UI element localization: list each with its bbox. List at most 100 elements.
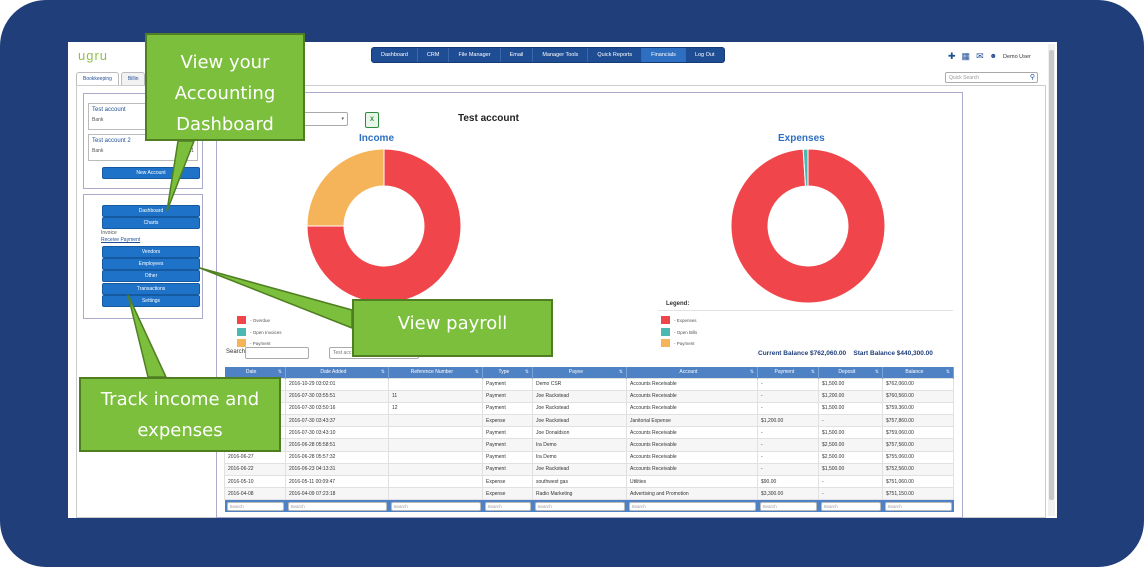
table-cell: $1,500.00 [818, 462, 883, 477]
scrollbar-thumb[interactable] [1049, 50, 1054, 500]
dashboard-button[interactable]: Dashboard [102, 205, 200, 217]
table-row[interactable]: 2016-07-30 03:50:16 12 Payment Joe Rackstea… [224, 401, 954, 416]
account-title: Test account [458, 113, 519, 124]
search-icon[interactable]: ⚲ [1029, 74, 1035, 81]
legend-title: Legend: [666, 301, 690, 307]
calendar-icon[interactable]: ▦ [961, 51, 971, 61]
table-cell: Demo CSR [532, 377, 627, 391]
table-cell: Expense [482, 487, 533, 501]
table-cell: Accounts Receivable [626, 462, 758, 477]
column-header[interactable]: Payee ⇅ [532, 367, 627, 378]
sort-icon[interactable]: ⇅ [945, 369, 950, 376]
column-search-input[interactable]: Search [484, 501, 531, 511]
table-row[interactable]: 2016-05-10 2016-05-11 00:09:47 Expense sout… [224, 474, 954, 489]
app-logo[interactable]: ugru [78, 48, 109, 63]
column-header[interactable]: Reference Number ⇅ [388, 367, 483, 378]
nav-manager-tools[interactable]: Manager Tools [533, 48, 589, 62]
table-row[interactable]: 2016-07-30 03:43:10 Payment Joe Donaldson A… [224, 426, 954, 440]
sort-icon[interactable]: ⇅ [524, 369, 529, 376]
table-row[interactable]: 2016-10-29 03:02:01 Payment Demo CSR Accoun… [224, 377, 954, 391]
table-cell: Expense [482, 414, 533, 428]
column-header[interactable]: Payment ⇅ [757, 367, 819, 378]
column-header[interactable]: Type ⇅ [482, 367, 533, 378]
donut-slice[interactable] [306, 148, 462, 304]
tab-billing[interactable]: Billin [120, 72, 146, 85]
nav-file-manager[interactable]: File Manager [449, 48, 501, 62]
vendors-button[interactable]: Vendors [102, 246, 200, 258]
donut-slice[interactable] [802, 148, 809, 187]
envelope-icon[interactable]: ✉ [976, 51, 984, 61]
nav-dashboard[interactable]: Dashboard [372, 48, 418, 62]
sort-icon[interactable]: ⇅ [874, 369, 879, 376]
new-account-button[interactable]: New Account [102, 167, 200, 179]
nav-quick-reports[interactable]: Quick Reports [588, 48, 643, 62]
column-search-input[interactable]: Search [390, 501, 481, 511]
table-search-input[interactable] [245, 347, 309, 359]
column-search-input[interactable]: Search [534, 501, 625, 511]
donut-slice[interactable] [306, 148, 385, 227]
transactions-button[interactable]: Transactions [102, 283, 200, 295]
column-search-input[interactable]: Search [226, 501, 284, 511]
table-row[interactable]: 2016-06-22 2016-06-23 04:13:31 Payment Joe … [224, 462, 954, 477]
table-cell: $759,360.00 [882, 401, 954, 416]
nav-financials[interactable]: Financials [642, 48, 686, 62]
table-cell: $757,560.00 [882, 438, 954, 452]
table-cell: 2016-07-30 03:55:51 [285, 389, 389, 403]
nav-crm[interactable]: CRM [418, 48, 450, 62]
legend-swatch [661, 316, 670, 324]
income-chart-title: Income [359, 133, 395, 144]
sort-icon[interactable]: ⇅ [380, 369, 385, 376]
tab-bookkeeping[interactable]: Bookkeeping [76, 72, 119, 85]
nav-email[interactable]: Email [501, 48, 534, 62]
legend-swatch [237, 339, 246, 347]
table-cell: Payment [482, 389, 533, 403]
column-header[interactable]: Balance ⇅ [882, 367, 954, 378]
sort-icon[interactable]: ⇅ [474, 369, 479, 376]
legend-item: - Payment [661, 339, 695, 347]
column-search-input[interactable]: Search [820, 501, 881, 511]
employees-button[interactable]: Employees [102, 258, 200, 270]
column-header[interactable]: Deposit ⇅ [818, 367, 883, 378]
settings-button[interactable]: Settings [102, 295, 200, 307]
column-header[interactable]: Date Added ⇅ [285, 367, 389, 378]
account-balance: $1 [188, 148, 194, 154]
column-header[interactable]: Account ⇅ [626, 367, 758, 378]
donut-slice[interactable] [730, 148, 886, 304]
sort-icon[interactable]: ⇅ [810, 369, 815, 376]
add-user-icon[interactable]: ✚ [948, 51, 956, 61]
column-search-input[interactable]: Search [628, 501, 756, 511]
table-cell: 12 [388, 401, 483, 416]
table-cell: - [818, 414, 883, 428]
table-row[interactable]: 2016-06-28 05:58:51 Payment Ira Demo Accoun… [224, 438, 954, 452]
table-cell: 2016-05-10 [224, 474, 286, 489]
table-cell: Joe Rackstead [532, 389, 627, 403]
invoice-link[interactable]: Invoice [101, 230, 117, 236]
sort-icon[interactable]: ⇅ [618, 369, 623, 376]
sort-icon[interactable]: ⇅ [277, 369, 282, 376]
table-cell: 11 [388, 389, 483, 403]
receive-payment-link[interactable]: Receive Payment [101, 237, 141, 243]
table-row[interactable]: 2016-04-08 2016-04-09 07:23:18 Expense Radi… [224, 487, 954, 501]
excel-export-icon[interactable]: X [365, 112, 379, 128]
table-row[interactable]: 2016-07-30 03:55:51 11 Payment Joe Rackstea… [224, 389, 954, 403]
column-header-label: Date [245, 369, 257, 376]
column-search-input[interactable]: Search [287, 501, 387, 511]
table-row[interactable]: 2016-07-30 03:43:37 Expense Joe Rackstead J… [224, 414, 954, 428]
user-name[interactable]: Demo User [1002, 53, 1031, 60]
table-cell: 2016-05-11 00:09:47 [285, 474, 389, 489]
charts-button[interactable]: Charts [102, 217, 200, 229]
footer-search-cell: Search [532, 499, 627, 512]
user-icon[interactable]: ☻ [989, 53, 997, 60]
quick-search-input[interactable]: Quick Search ⚲ [945, 72, 1038, 83]
page-scrollbar[interactable] [1048, 44, 1055, 516]
table-row[interactable]: 2016-06-27 2016-06-28 05:57:32 Payment Ira … [224, 450, 954, 464]
column-search-input[interactable]: Search [759, 501, 817, 511]
other-button[interactable]: Other [102, 270, 200, 282]
column-search-input[interactable]: Search [884, 501, 952, 511]
column-header[interactable]: Date ⇅ [224, 367, 286, 378]
callout-view-payroll: View payroll [352, 299, 553, 357]
sort-icon[interactable]: ⇅ [749, 369, 754, 376]
nav-log-out[interactable]: Log Out [694, 52, 715, 58]
table-cell: 2016-06-28 05:58:51 [285, 438, 389, 452]
table-header-row: Date ⇅ Date Added ⇅ Reference Number ⇅ Type ⇅ Pa… [224, 367, 954, 378]
